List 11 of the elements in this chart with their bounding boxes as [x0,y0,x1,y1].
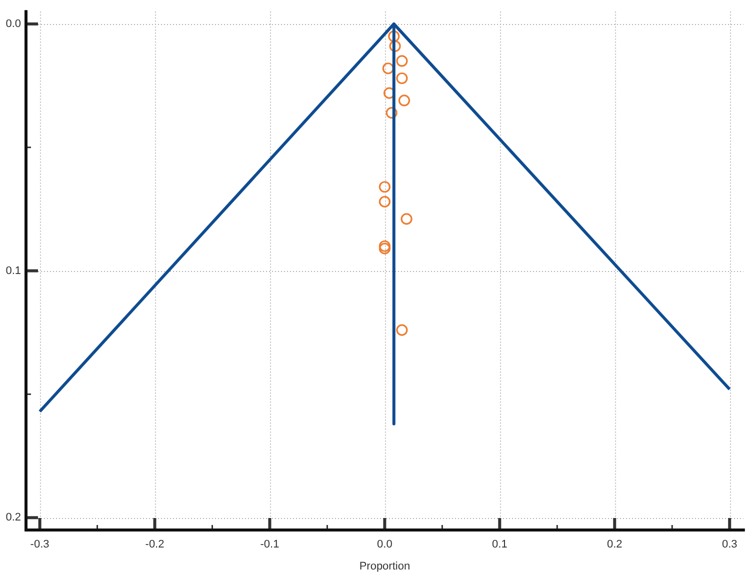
x-tick-label: -0.3 [30,538,50,551]
x-tick-label: 0.2 [606,538,622,551]
y-tick-label: 0.2 [6,512,21,524]
x-tick-label: 0.0 [377,538,392,551]
x-tick-label: -0.1 [260,538,280,551]
y-tick-label: 0.1 [6,264,21,277]
x-tick-label: 0.3 [722,538,738,551]
y-tick-label: 0.0 [6,18,21,30]
x-axis-title: Proportion [359,560,410,572]
x-tick-label: 0.1 [492,538,508,551]
x-tick-label: -0.2 [145,538,164,551]
